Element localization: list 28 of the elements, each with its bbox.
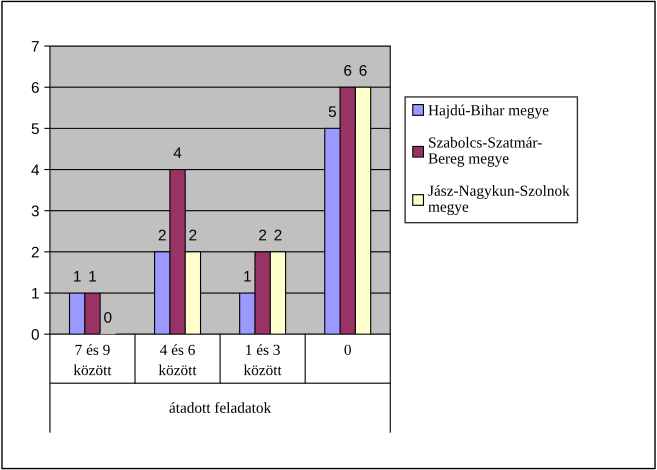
data-label: 4 [174, 148, 182, 158]
x-tick-label: 1 és 3 között [244, 344, 282, 376]
y-tick-label: 6 [32, 82, 39, 93]
x-tick-label: 7 és 9 között [74, 344, 112, 376]
data-label: 6 [360, 65, 367, 76]
data-label: 1 [74, 270, 81, 282]
y-tick-label: 5 [32, 123, 39, 134]
data-label: 0 [104, 312, 112, 323]
data-label: 2 [259, 230, 266, 240]
data-label: 2 [158, 230, 166, 240]
x-tick-label: 4 és 6 között [158, 344, 197, 376]
legend-label: Jász-Nagykun-Szolnok megye [428, 185, 570, 216]
data-label: 2 [189, 230, 196, 240]
y-tick-label: 7 [32, 41, 39, 52]
data-label: 5 [328, 106, 336, 118]
data-label: 1 [89, 270, 96, 282]
x-tick-label: 0 [344, 344, 351, 356]
y-tick-label: 0 [32, 329, 39, 340]
data-label: 6 [344, 65, 352, 76]
x-axis-title: átadott feladatok [170, 402, 272, 413]
data-label: 2 [274, 230, 282, 240]
legend-label: Szabolcs-Szatmár-Bereg megye [428, 136, 542, 167]
y-tick-label: 4 [31, 164, 40, 176]
y-tick-label: 3 [32, 206, 39, 216]
y-tick-label: 1 [32, 288, 39, 299]
legend-label: Hajdú-Bihar megye [428, 104, 548, 119]
y-tick-label: 2 [32, 246, 39, 258]
data-label: 1 [244, 270, 251, 282]
